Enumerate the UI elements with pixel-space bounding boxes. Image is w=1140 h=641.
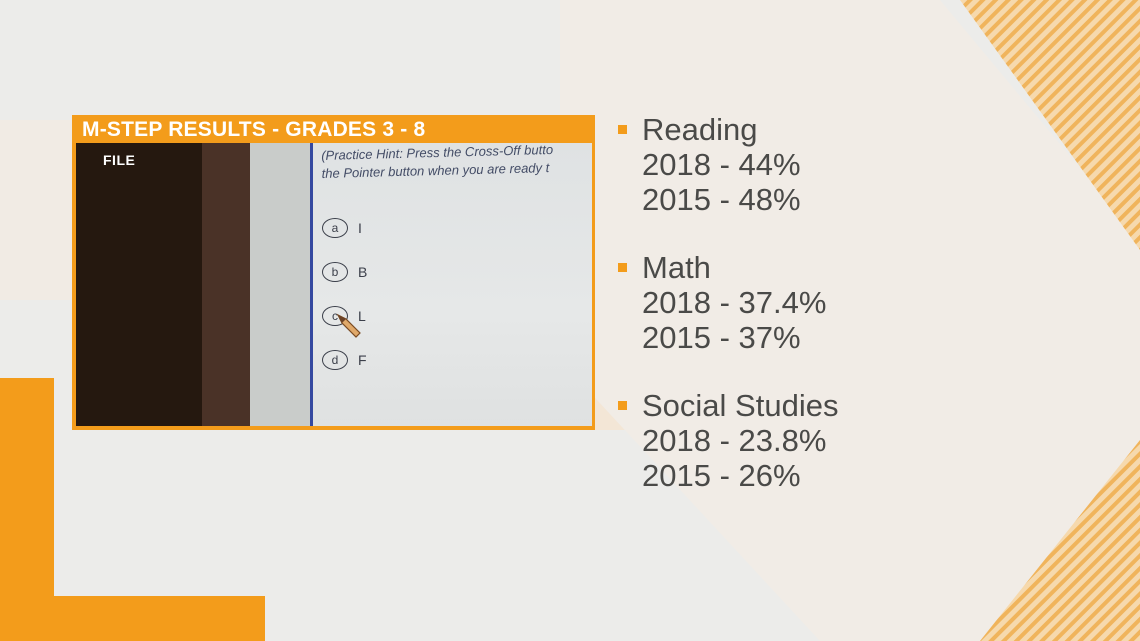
stripe-top-right	[960, 0, 1140, 250]
subject-label: Social Studies	[642, 388, 839, 423]
bullet-icon	[618, 125, 627, 134]
result-2018: 2018 - 37.4%	[642, 285, 827, 320]
result-2015: 2015 - 48%	[642, 182, 801, 217]
result-2015: 2015 - 26%	[642, 458, 801, 493]
answer-option-d: d F	[322, 350, 367, 370]
practice-hint: (Practice Hint: Press the Cross-Off butt…	[321, 143, 554, 181]
bullet-icon	[618, 401, 627, 410]
test-screen-photo: FILE (Practice Hint: Press the Cross-Off…	[76, 143, 592, 426]
file-label: FILE	[103, 152, 136, 168]
answer-option-c: c L	[322, 306, 366, 326]
bullet-icon	[618, 263, 627, 272]
math-results: Math 2018 - 37.4% 2015 - 37%	[618, 251, 826, 355]
reading-results: Reading 2018 - 44% 2015 - 48%	[618, 113, 801, 217]
subject-label: Reading	[642, 112, 758, 147]
answer-option-b: b B	[322, 262, 367, 282]
results-panel: M-STEP RESULTS - GRADES 3 - 8 FILE (Prac…	[72, 115, 595, 430]
test-screen: (Practice Hint: Press the Cross-Off butt…	[310, 143, 592, 426]
answer-option-a: a I	[322, 218, 362, 238]
subject-label: Math	[642, 250, 711, 285]
result-2018: 2018 - 44%	[642, 147, 801, 182]
result-2018: 2018 - 23.8%	[642, 423, 827, 458]
stripe-bottom-right	[980, 440, 1140, 641]
orange-block	[0, 378, 265, 641]
panel-title: M-STEP RESULTS - GRADES 3 - 8	[82, 118, 426, 141]
pencil-pointer-icon	[336, 313, 361, 338]
social-studies-results: Social Studies 2018 - 23.8% 2015 - 26%	[618, 389, 838, 493]
result-2015: 2015 - 37%	[642, 320, 801, 355]
